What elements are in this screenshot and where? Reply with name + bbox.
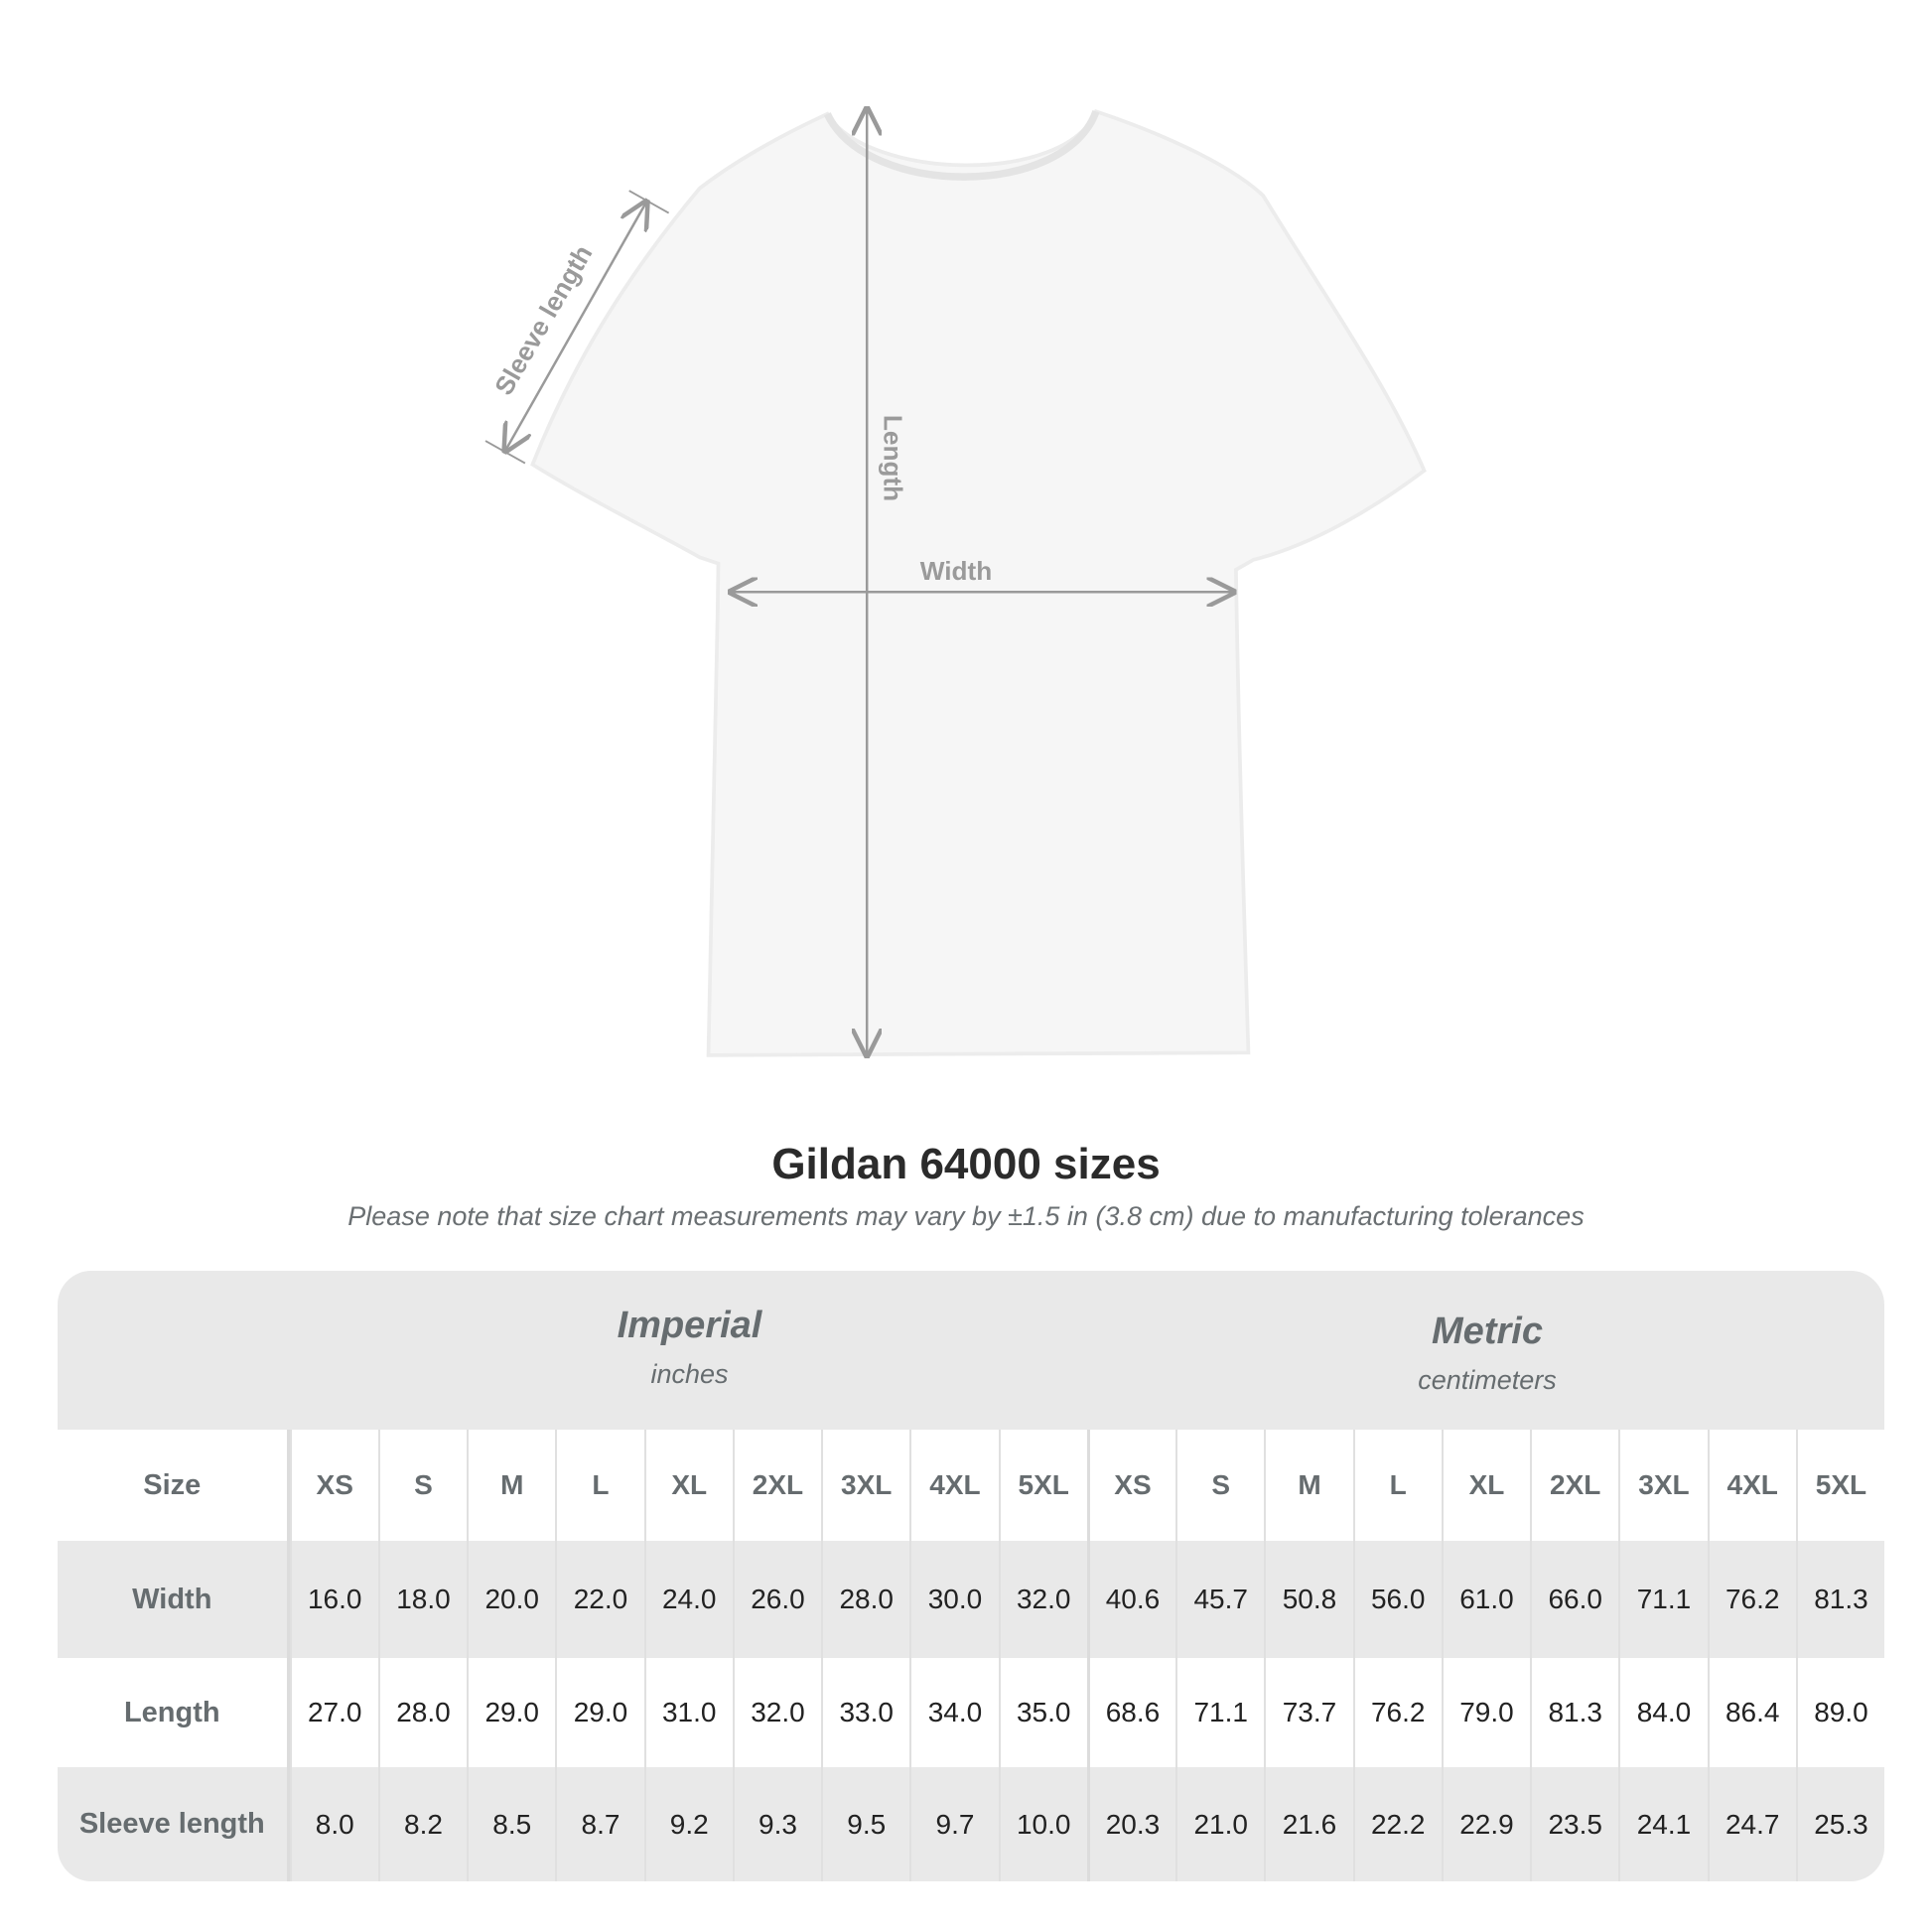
size-header-imperial: M (467, 1430, 555, 1541)
measurement-cell-metric: 66.0 (1530, 1541, 1618, 1658)
measurement-cell-metric: 79.0 (1441, 1658, 1530, 1767)
measurement-cell-imperial: 8.0 (289, 1767, 378, 1881)
measurement-cell-imperial: 24.0 (643, 1541, 733, 1658)
measurement-cell-metric: 76.2 (1707, 1541, 1796, 1658)
measurement-cell-metric: 71.1 (1175, 1658, 1264, 1767)
size-header-imperial: S (377, 1430, 467, 1541)
measurement-cell-metric: 22.9 (1441, 1767, 1530, 1881)
measurement-cell-imperial: 32.0 (732, 1658, 821, 1767)
size-header-label: Size (58, 1430, 290, 1541)
measurement-cell-imperial: 26.0 (732, 1541, 821, 1658)
measurement-cell-metric: 24.7 (1707, 1767, 1796, 1881)
measurement-cell-metric: 25.3 (1795, 1767, 1884, 1881)
size-header-imperial: XL (643, 1430, 733, 1541)
measurement-cell-imperial: 8.7 (555, 1767, 643, 1881)
measurement-cell-imperial: 34.0 (909, 1658, 998, 1767)
metric-unit: centimeters (1418, 1365, 1557, 1395)
units-header (58, 1271, 1884, 1430)
measurement-cell-metric: 81.3 (1795, 1541, 1884, 1658)
measurement-cell-metric: 22.2 (1352, 1767, 1442, 1881)
tshirt-collar (823, 109, 1100, 181)
row-label: Width (58, 1541, 290, 1658)
metric-title: Metric (1432, 1311, 1543, 1352)
size-header-metric: 5XL (1795, 1430, 1884, 1541)
measurement-cell-imperial: 9.2 (643, 1767, 733, 1881)
size-header-imperial: L (555, 1430, 643, 1541)
sleeve-arrow (505, 202, 646, 451)
measurement-cell-imperial: 9.5 (821, 1767, 909, 1881)
size-table: Imperial inches Metric centimeters Size X… (58, 1271, 1884, 1881)
size-header-row: Size XS S M L XL 2XL 3XL 4XL 5XL XS S M L XL 2XL 3XL 4XL 5… (58, 1430, 1884, 1541)
measurement-cell-imperial: 33.0 (821, 1658, 909, 1767)
size-header-metric: XS (1086, 1430, 1175, 1541)
size-header-metric: 4XL (1707, 1430, 1796, 1541)
measurement-cell-metric: 50.8 (1264, 1541, 1352, 1658)
table-row: Width 16.0 18.0 20.0 22.0 24.0 26.0 28.0 30.0 32.… (58, 1541, 1884, 1658)
measurement-cell-metric: 24.1 (1618, 1767, 1707, 1881)
measurement-cell-imperial: 29.0 (467, 1658, 555, 1767)
measurement-cell-imperial: 9.3 (732, 1767, 821, 1881)
measurement-cell-imperial: 28.0 (377, 1658, 467, 1767)
metric-header: Metric centimeters (1090, 1311, 1884, 1396)
measurement-cell-imperial: 27.0 (289, 1658, 378, 1767)
imperial-header: Imperial inches (290, 1305, 1089, 1390)
measurement-cell-metric: 71.1 (1618, 1541, 1707, 1658)
measurement-cell-imperial: 29.0 (555, 1658, 643, 1767)
size-header-imperial: 4XL (909, 1430, 998, 1541)
table-row: Sleeve length 8.0 8.2 8.5 8.7 9.2 9.3 9.5 9.7 10.… (58, 1767, 1884, 1881)
measurement-cell-metric: 73.7 (1264, 1658, 1352, 1767)
measurement-cell-metric: 84.0 (1618, 1658, 1707, 1767)
size-header-metric: M (1264, 1430, 1352, 1541)
measurement-cell-imperial: 35.0 (998, 1658, 1087, 1767)
size-header-imperial: 5XL (998, 1430, 1087, 1541)
measurement-cell-metric: 89.0 (1795, 1658, 1884, 1767)
measurement-cell-metric: 76.2 (1352, 1658, 1442, 1767)
measurement-cell-imperial: 20.0 (467, 1541, 555, 1658)
row-label: Sleeve length (58, 1767, 290, 1881)
table-row: Length 27.0 28.0 29.0 29.0 31.0 32.0 33.0 34.0 35… (58, 1658, 1884, 1767)
size-header-imperial: 2XL (732, 1430, 821, 1541)
measurement-cell-metric: 21.0 (1175, 1767, 1264, 1881)
measurement-cell-metric: 45.7 (1175, 1541, 1264, 1658)
measurement-cell-imperial: 8.5 (467, 1767, 555, 1881)
measurement-cell-imperial: 16.0 (289, 1541, 378, 1658)
measurement-cell-metric: 21.6 (1264, 1767, 1352, 1881)
tolerance-note: Please note that size chart measurements… (347, 1201, 1585, 1231)
measurement-cell-imperial: 22.0 (555, 1541, 643, 1658)
size-header-imperial: 3XL (821, 1430, 909, 1541)
size-header-imperial: XS (289, 1430, 378, 1541)
size-header-metric: S (1175, 1430, 1264, 1541)
imperial-unit: inches (650, 1359, 729, 1389)
size-header-metric: XL (1441, 1430, 1530, 1541)
measurement-cell-imperial: 30.0 (909, 1541, 998, 1658)
measurement-cell-metric: 61.0 (1441, 1541, 1530, 1658)
measurement-cell-metric: 20.3 (1086, 1767, 1175, 1881)
length-label: Length (879, 415, 908, 501)
size-header-metric: 3XL (1618, 1430, 1707, 1541)
size-header-metric: L (1352, 1430, 1442, 1541)
imperial-title: Imperial (617, 1305, 762, 1346)
row-label: Length (58, 1658, 290, 1767)
measurement-cell-metric: 40.6 (1086, 1541, 1175, 1658)
measurement-cell-imperial: 8.2 (377, 1767, 467, 1881)
page-title: Gildan 64000 sizes (771, 1140, 1161, 1188)
measurement-cell-metric: 56.0 (1352, 1541, 1442, 1658)
measurement-cell-imperial: 28.0 (821, 1541, 909, 1658)
size-header-metric: 2XL (1530, 1430, 1618, 1541)
measurement-cell-metric: 86.4 (1707, 1658, 1796, 1767)
measurement-cell-imperial: 31.0 (643, 1658, 733, 1767)
width-label: Width (920, 556, 992, 586)
measurement-cell-metric: 81.3 (1530, 1658, 1618, 1767)
measurement-cell-metric: 23.5 (1530, 1767, 1618, 1881)
measurement-cell-imperial: 9.7 (909, 1767, 998, 1881)
measurement-cell-imperial: 32.0 (998, 1541, 1087, 1658)
measurement-cell-metric: 68.6 (1086, 1658, 1175, 1767)
measurement-cell-imperial: 10.0 (998, 1767, 1087, 1881)
measurement-cell-imperial: 18.0 (377, 1541, 467, 1658)
